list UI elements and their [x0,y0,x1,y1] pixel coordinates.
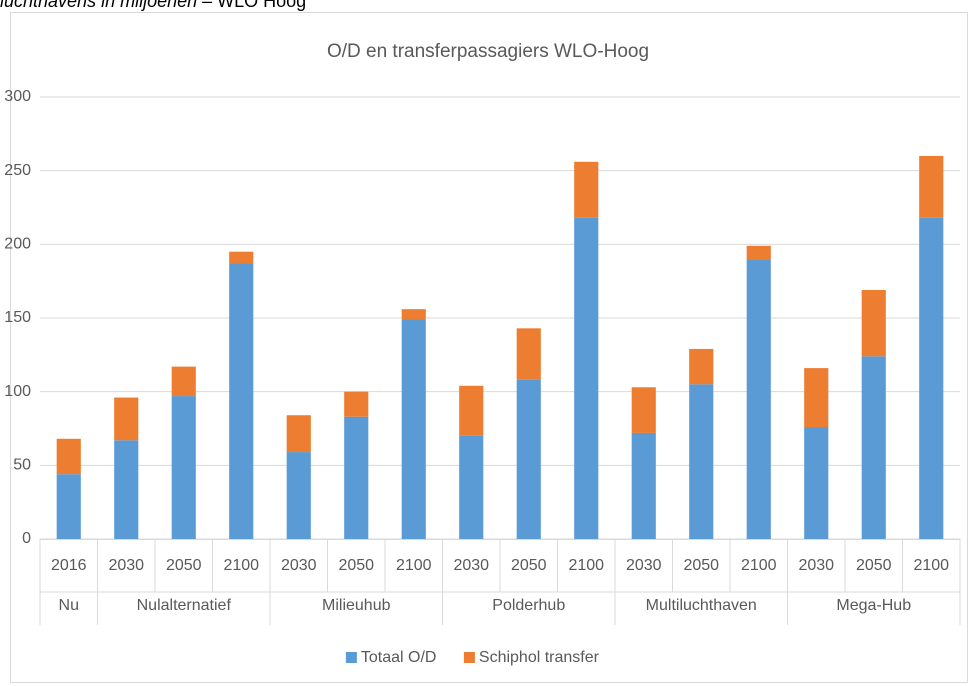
legend-swatch [463,652,475,663]
bar-segment [631,387,656,433]
y-tick-label: 150 [4,309,31,326]
y-tick-label: 100 [4,383,31,400]
group-label: Polderhub [492,597,565,614]
bar-segment [861,290,886,357]
x-tick-label: 2030 [453,557,489,574]
group-label: Nulalternatief [137,597,232,614]
x-tick-label: 2100 [913,557,949,574]
group-label: Multiluchthaven [646,597,757,614]
bar-segment [229,263,254,539]
bar-segment [401,309,426,320]
bar-segment [286,415,311,453]
y-tick-label: 200 [4,236,31,253]
bar-segment [114,397,139,441]
y-tick-label: 50 [13,457,31,474]
bar-segment [689,348,714,385]
x-tick-label: 2100 [741,557,777,574]
bar-segment [459,435,484,539]
bar-segment [919,155,944,218]
bar-segment [574,161,599,218]
bar-segment [516,379,541,539]
bar-segment [804,427,829,539]
caption-italic: luchthavens in miljoenen [0,0,198,11]
x-tick-label: 2030 [108,557,144,574]
bar-segment [746,259,771,539]
x-tick-label: 2050 [338,557,374,574]
x-tick-label: 2050 [856,557,892,574]
bar-segment [746,245,771,260]
bar-segment [459,385,484,436]
x-tick-label: 2100 [568,557,604,574]
x-tick-label: 2016 [51,557,87,574]
legend-label: Totaal O/D [361,649,437,666]
bar-segment [574,217,599,539]
bar-segment [56,438,81,475]
bar-segment [861,356,886,539]
caption-rest: – WLO Hoog [197,0,307,11]
x-tick-label: 2030 [798,557,834,574]
legend-swatch [345,652,357,663]
x-tick-label: 2030 [626,557,662,574]
bar-segment [401,319,426,539]
bar-segment [804,368,829,428]
caption: luchthavens in miljoenen – WLO Hoog [0,0,306,12]
bar-segment [344,416,369,539]
group-label: Nu [59,597,79,614]
chart-frame [10,12,968,683]
group-label: Milieuhub [322,597,391,614]
y-tick-label: 250 [4,162,31,179]
x-tick-label: 2050 [683,557,719,574]
y-tick-label: 0 [22,530,31,547]
x-tick-label: 2030 [281,557,317,574]
x-tick-label: 2100 [396,557,432,574]
bar-segment [286,452,311,539]
x-tick-label: 2050 [166,557,202,574]
bar-segment [919,217,944,539]
bar-segment [229,251,254,264]
bar-segment [171,366,196,397]
legend-label: Schiphol transfer [479,649,600,666]
group-label: Mega-Hub [836,597,911,614]
bar-segment [171,396,196,539]
x-tick-label: 2050 [511,557,547,574]
y-tick-label: 300 [4,88,31,105]
x-tick-label: 2100 [223,557,259,574]
bar-segment [516,328,541,380]
bar-segment [114,440,139,539]
bar-segment [344,391,369,417]
bar-segment [631,432,656,539]
bar-segment [689,384,714,539]
bar-segment [56,474,81,539]
chart-title: O/D en transferpassagiers WLO-Hoog [327,41,649,62]
